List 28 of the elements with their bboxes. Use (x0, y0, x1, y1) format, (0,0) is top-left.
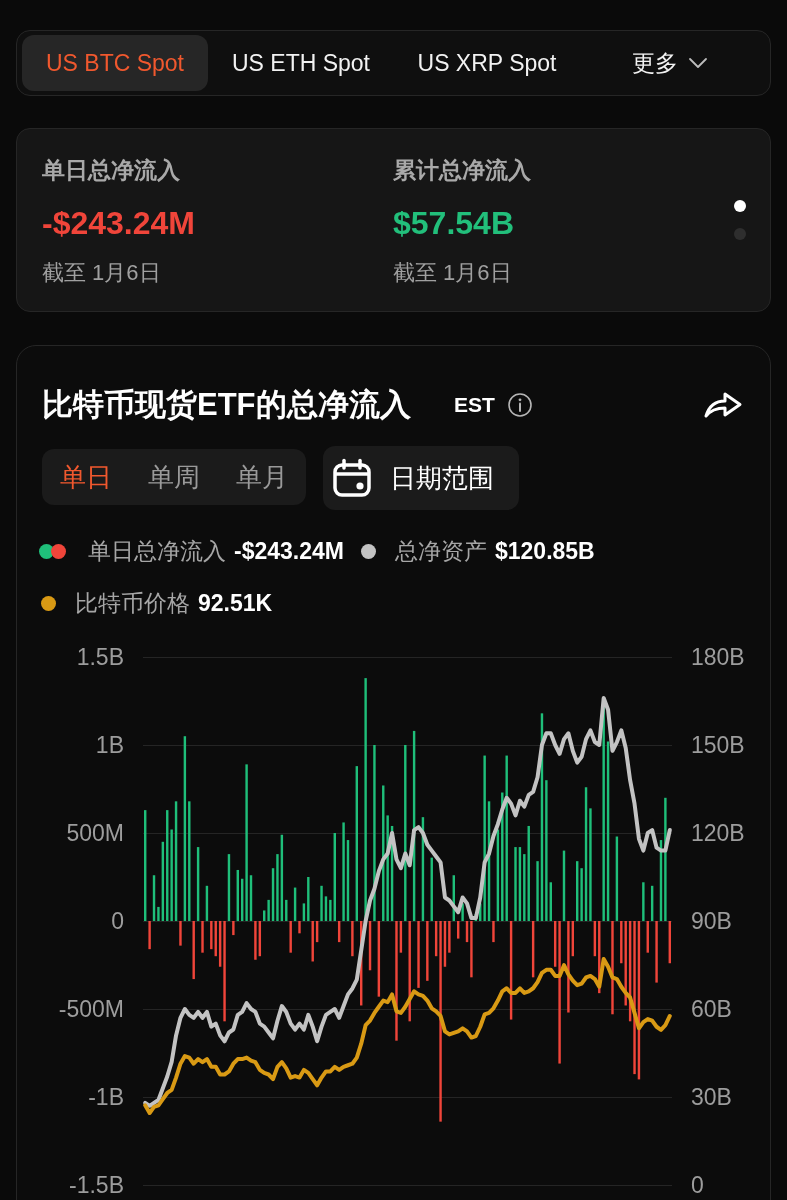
y-tick-label: -1.5B (69, 1172, 124, 1198)
y-tick-label: 0 (111, 908, 124, 934)
chart-subtitle: EST (454, 392, 495, 418)
chart-title: 比特币现货ETF的总净流入 (42, 387, 411, 423)
y-tick-label: 1B (95, 732, 124, 758)
text: -$243.24M (234, 537, 344, 565)
y-tick-label: -1B (88, 1084, 124, 1110)
text: $120.85B (494, 537, 595, 565)
text: $57.54B (393, 204, 514, 243)
text: 截至 1月6日 (393, 259, 512, 287)
y2-tick-label: 180B (691, 644, 745, 670)
y2-tick-label: 0 (691, 1172, 704, 1198)
text: 累计总净流入 (393, 156, 531, 185)
y-tick-label: 1.5B (76, 644, 124, 670)
y2-tick-label: 90B (691, 908, 732, 934)
y2-tick-label: 150B (691, 732, 745, 758)
legend-label: 单日总净流入 (88, 536, 226, 566)
y2-tick-label: 60B (691, 996, 732, 1022)
text: 单日总净流入 (42, 156, 180, 185)
legend-label: 总净资产 (394, 536, 487, 566)
y2-tick-label: 30B (691, 1084, 732, 1110)
legend-label: 比特币价格 (75, 588, 190, 618)
y2-tick-label: 120B (691, 820, 745, 846)
text: -$243.24M (42, 204, 195, 243)
text: 92.51K (198, 589, 273, 617)
text: 截至 1月6日 (42, 259, 161, 287)
y-tick-label: -500M (58, 996, 124, 1022)
y-tick-label: 500M (66, 820, 124, 846)
